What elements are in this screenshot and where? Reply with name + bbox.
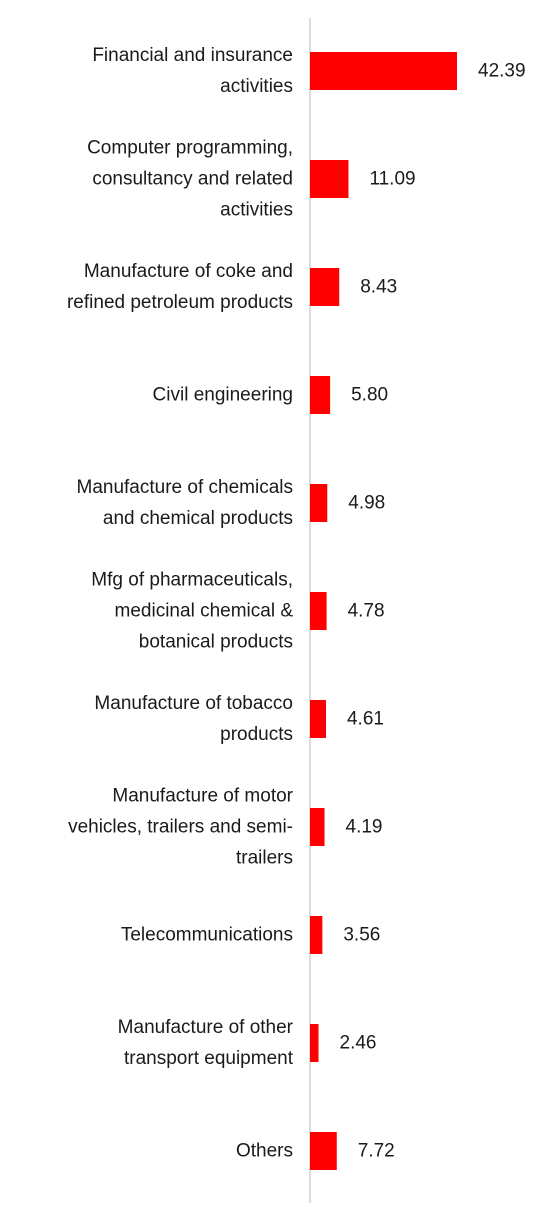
category-label-line: and chemical products: [103, 508, 293, 529]
data-label: 7.72: [358, 1141, 395, 1162]
category-label: Manufacture of coke and refined petroleum…: [67, 261, 293, 313]
bar: [310, 52, 457, 90]
category-label: Manufacture of chemicals and chemical pro…: [77, 477, 294, 529]
data-label: 5.80: [351, 385, 388, 406]
category-label: Manufacture of tobacco products: [94, 693, 293, 745]
category-label-line: consultancy and related: [92, 169, 293, 190]
category-label-line: Manufacture of motor: [112, 786, 293, 807]
data-label: 4.19: [346, 817, 383, 838]
bar: [310, 592, 327, 630]
category-label: Financial and insurance activities: [92, 45, 293, 97]
category-label: Computer programming, consultancy and rel…: [87, 138, 293, 221]
bar: [310, 268, 340, 306]
bar: [310, 484, 328, 522]
bar: [310, 376, 331, 414]
category-label-line: botanical products: [139, 632, 293, 653]
category-label: Manufacture of other transport equipment: [118, 1017, 294, 1069]
category-label: Mfg of pharmaceuticals, medicinal chemica…: [91, 570, 293, 653]
data-label: 42.39: [478, 61, 526, 82]
category-label: Telecommunications: [121, 925, 293, 946]
category-label: Manufacture of motor vehicles, trailers a…: [68, 786, 294, 869]
data-label: 3.56: [343, 925, 380, 946]
category-label-line: Manufacture of chemicals: [77, 477, 294, 498]
category-label-line: products: [220, 724, 293, 745]
category-label: Others: [236, 1141, 293, 1162]
category-label-line: trailers: [236, 848, 293, 869]
value-labels-group: 42.39 11.09 8.43 5.80 4.98 4.78 4.61 4.19 3.56 2.…: [340, 61, 526, 1162]
bar: [310, 1132, 337, 1170]
category-label-line: Manufacture of tobacco: [94, 693, 293, 714]
data-label: 4.61: [347, 709, 384, 730]
category-label-line: transport equipment: [124, 1048, 294, 1069]
category-labels-group: Financial and insurance activitiesCompute…: [67, 45, 294, 1162]
category-label-line: activities: [220, 76, 293, 97]
category-label-line: Mfg of pharmaceuticals,: [91, 570, 293, 591]
category-label-line: refined petroleum products: [67, 292, 293, 313]
data-label: 4.98: [348, 493, 385, 514]
category-label-line: Computer programming,: [87, 138, 293, 159]
data-label: 8.43: [360, 277, 397, 298]
category-label-line: Civil engineering: [153, 385, 293, 406]
bar: [310, 808, 325, 846]
bar: [310, 160, 349, 198]
category-label-line: Financial and insurance: [92, 45, 293, 66]
category-label-line: activities: [220, 200, 293, 221]
data-label: 2.46: [340, 1033, 377, 1054]
category-label-line: Others: [236, 1141, 293, 1162]
bar: [310, 916, 323, 954]
bars-group: [310, 52, 457, 1170]
category-label: Civil engineering: [153, 385, 293, 406]
category-label-line: medicinal chemical &: [115, 601, 294, 622]
category-label-line: Telecommunications: [121, 925, 293, 946]
category-label-line: Manufacture of other: [118, 1017, 294, 1038]
bar: [310, 700, 326, 738]
category-label-line: Manufacture of coke and: [84, 261, 293, 282]
data-label: 11.09: [369, 169, 415, 190]
category-label-line: vehicles, trailers and semi-: [68, 817, 293, 838]
bar: [310, 1024, 319, 1062]
data-label: 4.78: [348, 601, 385, 622]
